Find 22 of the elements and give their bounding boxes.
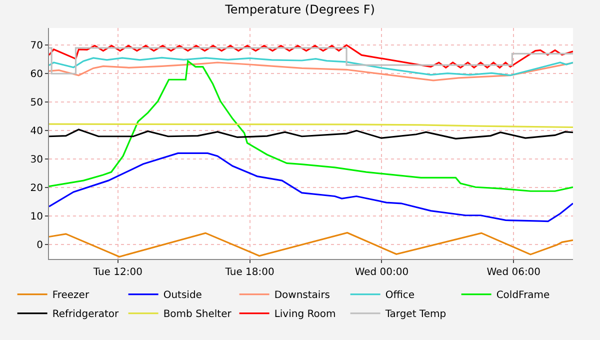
chart-title: Temperature (Degrees F) [224,2,375,16]
legend-label: ColdFrame [496,290,550,302]
x-tick-label: Wed 00:00 [354,267,409,278]
y-tick-label: 50 [30,98,43,109]
x-tick-label: Wed 06:00 [486,267,541,278]
y-tick-label: 10 [30,212,43,223]
y-tick-label: 40 [30,126,43,138]
y-tick-label: 60 [30,69,43,80]
y-tick-label: 70 [30,40,43,52]
legend-label: Bomb Shelter [163,309,232,320]
y-tick-label: 0 [36,240,43,252]
x-tick-label: Tue 12:00 [92,267,142,278]
legend-label: Freezer [52,290,90,302]
legend-label: Office [385,290,415,302]
x-tick-label: Tue 18:00 [224,267,274,278]
legend-label: Outside [163,290,202,302]
legend-label: Downstairs [274,290,330,302]
legend-label: Refridgerator [52,309,120,320]
y-tick-label: 30 [30,154,43,166]
legend-label: Living Room [274,309,336,320]
legend-label: Target Temp [384,309,446,320]
y-tick-label: 20 [30,183,43,194]
